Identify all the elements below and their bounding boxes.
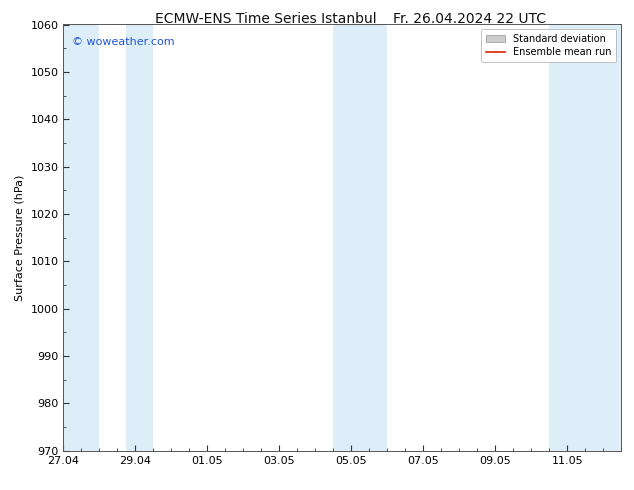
Legend: Standard deviation, Ensemble mean run: Standard deviation, Ensemble mean run — [481, 29, 616, 62]
Bar — [549, 24, 621, 451]
Bar — [63, 24, 100, 451]
Bar — [126, 24, 153, 451]
Text: © woweather.com: © woweather.com — [72, 37, 174, 48]
Bar — [333, 24, 387, 451]
Y-axis label: Surface Pressure (hPa): Surface Pressure (hPa) — [15, 174, 25, 301]
Text: Fr. 26.04.2024 22 UTC: Fr. 26.04.2024 22 UTC — [392, 12, 546, 26]
Text: ECMW-ENS Time Series Istanbul: ECMW-ENS Time Series Istanbul — [155, 12, 377, 26]
